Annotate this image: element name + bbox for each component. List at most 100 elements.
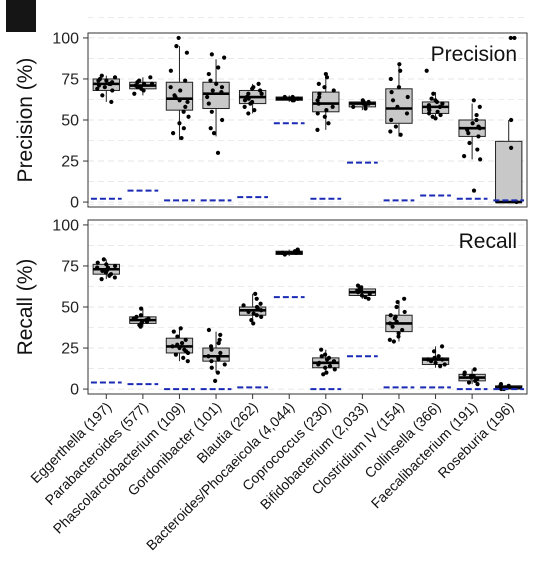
data-point (394, 304, 399, 310)
data-point (178, 88, 183, 93)
data-point (325, 357, 330, 362)
data-point (168, 68, 173, 73)
data-point (206, 71, 211, 77)
data-point (100, 93, 105, 98)
data-point (205, 94, 210, 100)
data-point (290, 98, 295, 103)
data-point (387, 337, 392, 342)
data-point (208, 126, 213, 131)
data-point (322, 85, 327, 90)
data-point (206, 101, 211, 106)
data-point (391, 339, 396, 344)
corner-block (6, 0, 36, 32)
data-point (148, 75, 153, 80)
data-point (135, 80, 140, 85)
data-point (433, 116, 438, 121)
data-point (405, 94, 410, 100)
data-point (185, 99, 190, 105)
data-point (95, 86, 100, 91)
data-point (249, 318, 254, 323)
data-point (462, 372, 467, 377)
data-point (209, 109, 214, 114)
data-point (473, 378, 478, 383)
data-point (255, 306, 260, 311)
data-point (215, 150, 221, 155)
data-point (471, 188, 477, 193)
data-point (402, 309, 407, 315)
data-point (179, 135, 184, 141)
data-point (424, 68, 429, 73)
y-tick-label: 25 (61, 341, 79, 358)
data-point (216, 341, 221, 346)
data-point (316, 101, 321, 106)
data-point (393, 124, 398, 129)
data-point (509, 117, 514, 123)
data-point (186, 114, 191, 119)
data-point (359, 288, 364, 293)
data-point (219, 89, 224, 95)
data-point (171, 329, 176, 334)
data-point (387, 321, 393, 326)
data-point (107, 81, 112, 86)
data-point (179, 341, 185, 346)
data-point (252, 108, 257, 113)
data-point (367, 291, 372, 296)
data-point (366, 99, 371, 105)
data-point (209, 359, 214, 364)
data-point (222, 362, 227, 367)
data-point (438, 112, 443, 118)
data-point (363, 295, 368, 300)
data-point (431, 91, 436, 96)
data-point (331, 359, 337, 364)
data-point (400, 327, 405, 333)
data-point (110, 88, 115, 93)
data-point (250, 86, 255, 91)
data-point (433, 360, 438, 365)
data-point (427, 108, 432, 113)
data-point (440, 357, 445, 362)
data-point (256, 81, 261, 86)
data-point (398, 68, 403, 73)
data-point (315, 111, 320, 116)
data-point (282, 94, 287, 100)
data-point (209, 347, 214, 352)
data-point (104, 262, 109, 267)
data-point (471, 98, 476, 103)
data-point (390, 98, 396, 103)
data-point (246, 309, 251, 315)
data-point (467, 140, 472, 146)
data-point (216, 357, 221, 362)
data-point (100, 268, 105, 273)
data-point (219, 85, 225, 90)
data-point (282, 252, 287, 257)
data-point (135, 85, 140, 90)
data-point (326, 121, 331, 126)
panel-title: Precision (431, 43, 517, 66)
y-tick-label: 50 (61, 113, 79, 130)
data-point (112, 263, 118, 269)
y-tick-label: 0 (70, 195, 79, 212)
precision-panel: 0 25 50 75 100 Precision (%) Precision (14, 17, 528, 212)
data-point (208, 78, 213, 83)
data-point (246, 96, 251, 101)
data-point (475, 382, 480, 387)
data-point (138, 313, 144, 318)
data-point (394, 319, 399, 324)
data-point (388, 129, 393, 134)
data-point (477, 104, 482, 109)
data-point (171, 131, 176, 136)
data-point (107, 273, 112, 278)
data-point (112, 275, 117, 280)
data-point (209, 365, 214, 370)
data-point (331, 88, 336, 93)
data-point (183, 78, 188, 83)
data-point (211, 131, 217, 136)
data-point (175, 334, 180, 339)
panel-title: Recall (459, 230, 517, 253)
data-point (242, 104, 247, 109)
data-point (474, 112, 479, 118)
data-point (251, 321, 256, 326)
data-point (251, 311, 256, 316)
data-point (177, 98, 182, 103)
